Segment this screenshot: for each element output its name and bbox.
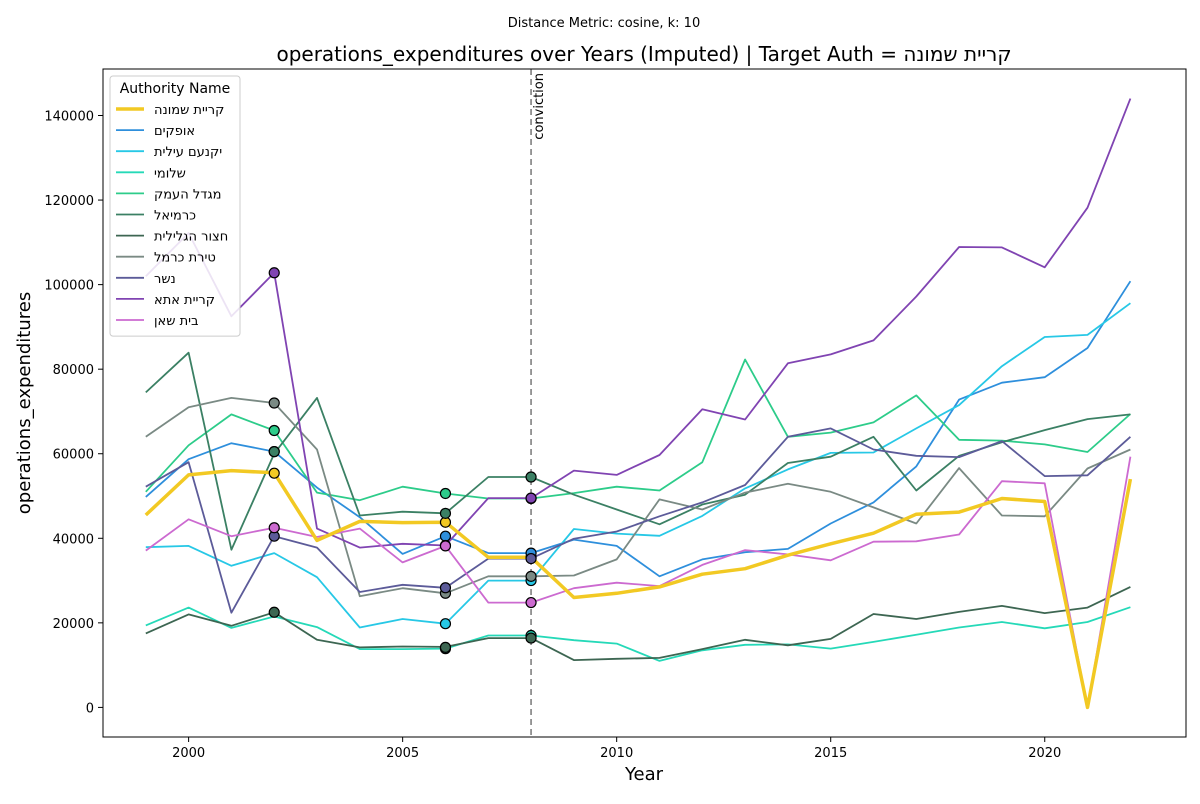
legend: Authority Name קריית שמונה אופקים יקנעם עיל… — [109, 75, 241, 337]
x-axis-label: Year — [624, 764, 664, 785]
legend-label-1: אופקים — [154, 124, 195, 139]
series-0-marker-0 — [268, 467, 280, 479]
legend-label-5: כרמיאל — [154, 209, 196, 224]
y-tick-label-1: 20000 — [53, 617, 94, 632]
y-tick-label-6: 120000 — [44, 194, 94, 209]
series-2-marker-0 — [439, 618, 452, 630]
y-tick-label-0: 0 — [86, 701, 94, 716]
series-10-marker-2 — [525, 596, 537, 609]
series-6-marker-0 — [268, 606, 280, 618]
series-4-marker-1 — [439, 487, 452, 500]
series-line-8 — [145, 427, 1132, 614]
series-line-7 — [145, 396, 1131, 598]
legend-label-3: שלומי — [154, 166, 186, 181]
x-tick-label-1: 2005 — [386, 746, 419, 761]
x-tick-label-2: 2010 — [600, 746, 633, 761]
y-tick-label-2: 40000 — [53, 532, 94, 547]
series-line-0 — [144, 468, 1133, 710]
series-8-marker-2 — [525, 552, 537, 565]
legend-label-8: נשר — [154, 272, 176, 287]
plot-frame — [102, 68, 1187, 738]
legend-label-10: בית שאן — [154, 314, 199, 329]
series-9-marker-0 — [268, 267, 280, 279]
series-line-6 — [145, 586, 1131, 661]
y-tick-label-7: 140000 — [44, 110, 94, 125]
series-8-marker-1 — [439, 582, 452, 594]
x-tick-label-4: 2020 — [1028, 746, 1061, 761]
series-7-marker-2 — [525, 570, 537, 582]
axes: 2000 2005 2010 2015 2020 0 20000 40000 60000 8000… — [44, 110, 1061, 761]
legend-box — [109, 75, 241, 337]
legend-label-7: טירת כרמל — [154, 251, 216, 266]
legend-label-2: יקנעם עילית — [154, 145, 222, 160]
series-line-9 — [145, 98, 1132, 549]
series-line-5 — [145, 351, 1131, 551]
y-tick-label-4: 80000 — [53, 363, 94, 378]
chart-title: operations_expenditures over Years (Impu… — [276, 42, 1011, 66]
conviction-label: conviction — [532, 73, 547, 140]
series-line-2 — [145, 302, 1131, 629]
series-5-marker-2 — [525, 471, 537, 483]
legend-label-4: מגדל העמק — [154, 187, 222, 202]
series-10-marker-1 — [439, 540, 452, 552]
series-10-marker-0 — [268, 522, 280, 534]
x-tick-label-3: 2015 — [814, 746, 847, 761]
series-line-3 — [145, 606, 1131, 662]
series-5-marker-0 — [268, 446, 280, 458]
series-6-marker-2 — [525, 632, 537, 644]
series-7-marker-0 — [268, 397, 280, 409]
series-6-marker-1 — [439, 641, 452, 653]
legend-label-9: קריית אתא — [154, 293, 215, 308]
series-line-10 — [145, 456, 1132, 709]
legend-label-6: חצור הגלילית — [154, 230, 228, 245]
y-axis-label: operations_expenditures — [14, 292, 35, 514]
plot-area: conviction — [144, 69, 1133, 737]
legend-title: Authority Name — [120, 81, 231, 97]
x-tick-label-0: 2000 — [172, 746, 205, 761]
series-5-marker-1 — [439, 507, 452, 519]
legend-label-0: קריית שמונה — [154, 103, 224, 118]
y-tick-label-5: 100000 — [44, 279, 94, 294]
series-1-marker-1 — [439, 530, 452, 542]
y-tick-label-3: 60000 — [53, 448, 94, 463]
series-9-marker-2 — [525, 492, 537, 504]
series-4-marker-0 — [268, 424, 280, 437]
chart-suptitle: Distance Metric: cosine, k: 10 — [508, 16, 700, 31]
